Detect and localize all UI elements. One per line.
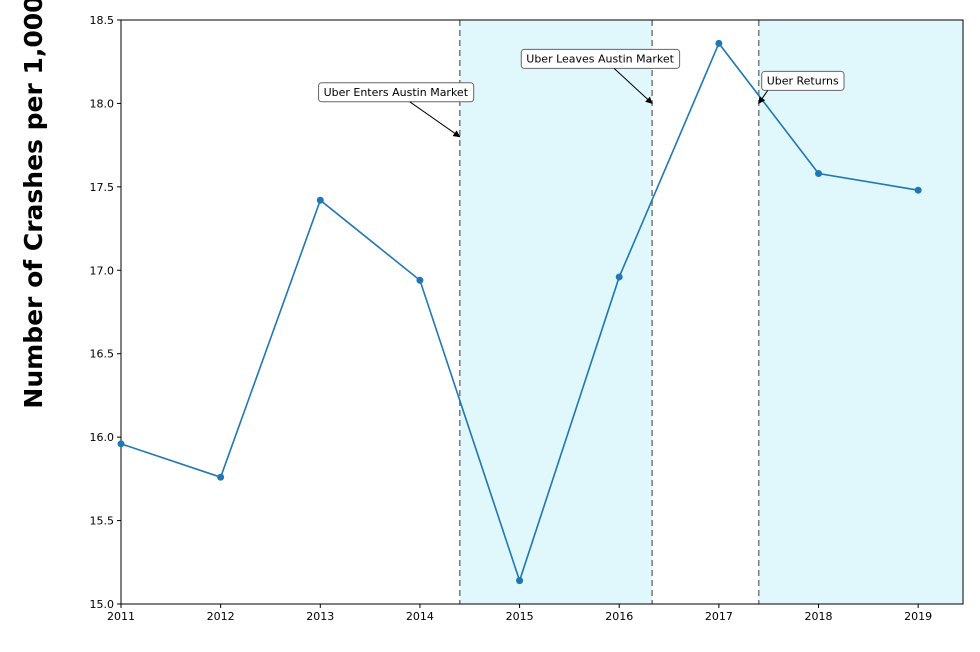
- x-tick-label: 2015: [506, 610, 534, 623]
- annotation-text: Uber Returns: [767, 74, 839, 87]
- annotation-arrow: [409, 101, 461, 138]
- x-tick-label: 2017: [705, 610, 733, 623]
- annotation-text: Uber Enters Austin Market: [324, 86, 469, 99]
- y-tick-label: 17.5: [90, 181, 115, 194]
- event-lines: [458, 20, 760, 604]
- annotations: Uber Enters Austin Market Uber Leaves Aus…: [318, 48, 845, 138]
- x-tick-label: 2016: [605, 610, 633, 623]
- plot-frame: [120, 19, 964, 605]
- x-tick-label: 2014: [406, 610, 434, 623]
- data-point-2018: [815, 170, 823, 178]
- y-tick-label: 17.0: [90, 264, 115, 277]
- annotation-arrow: [613, 68, 653, 104]
- data-point-2012: [217, 473, 225, 481]
- annotation-1: Uber Enters Austin Market: [318, 82, 475, 138]
- annotation-arrow: [758, 90, 769, 105]
- shaded-regions: [459, 20, 963, 604]
- y-tick-label: 18.5: [90, 14, 115, 27]
- annotation-3: Uber Returns: [758, 70, 845, 105]
- x-tick-label: 2018: [805, 610, 833, 623]
- data-point-2015: [516, 577, 524, 585]
- data-point-2011: [117, 440, 125, 448]
- data-point-2017: [715, 39, 723, 47]
- y-tick-label: 16.5: [90, 348, 115, 361]
- annotation-2: Uber Leaves Austin Market: [520, 48, 681, 104]
- shaded-region-1: [459, 20, 653, 604]
- y-tick-label: 15.5: [90, 515, 115, 528]
- annotation-box: [318, 82, 475, 103]
- y-tick-label: 15.0: [90, 598, 115, 611]
- shaded-region-2: [758, 20, 963, 604]
- y-axis-label: Number of Crashes per 1,000: [19, 0, 48, 409]
- annotation-box: [761, 70, 845, 91]
- series-layer: [117, 39, 922, 585]
- annotation-text: Uber Leaves Austin Market: [526, 52, 674, 65]
- x-tick-label: 2019: [904, 610, 932, 623]
- x-axis: 2011 2012 2013 2014 2015 2016 2017 2018 2019: [107, 604, 932, 623]
- data-point-2019: [914, 186, 922, 194]
- data-point-2013: [316, 196, 324, 204]
- x-tick-label: 2011: [107, 610, 135, 623]
- y-tick-label: 16.0: [90, 431, 115, 444]
- y-tick-label: 18.0: [90, 97, 115, 110]
- data-point-2016: [615, 273, 623, 281]
- annotation-box: [520, 48, 681, 69]
- y-axis: 15.0 15.5 16.0 16.5 17.0 17.5 18.0 18.5: [90, 14, 121, 611]
- x-tick-label: 2013: [306, 610, 334, 623]
- x-tick-label: 2012: [207, 610, 235, 623]
- data-point-2014: [416, 276, 424, 284]
